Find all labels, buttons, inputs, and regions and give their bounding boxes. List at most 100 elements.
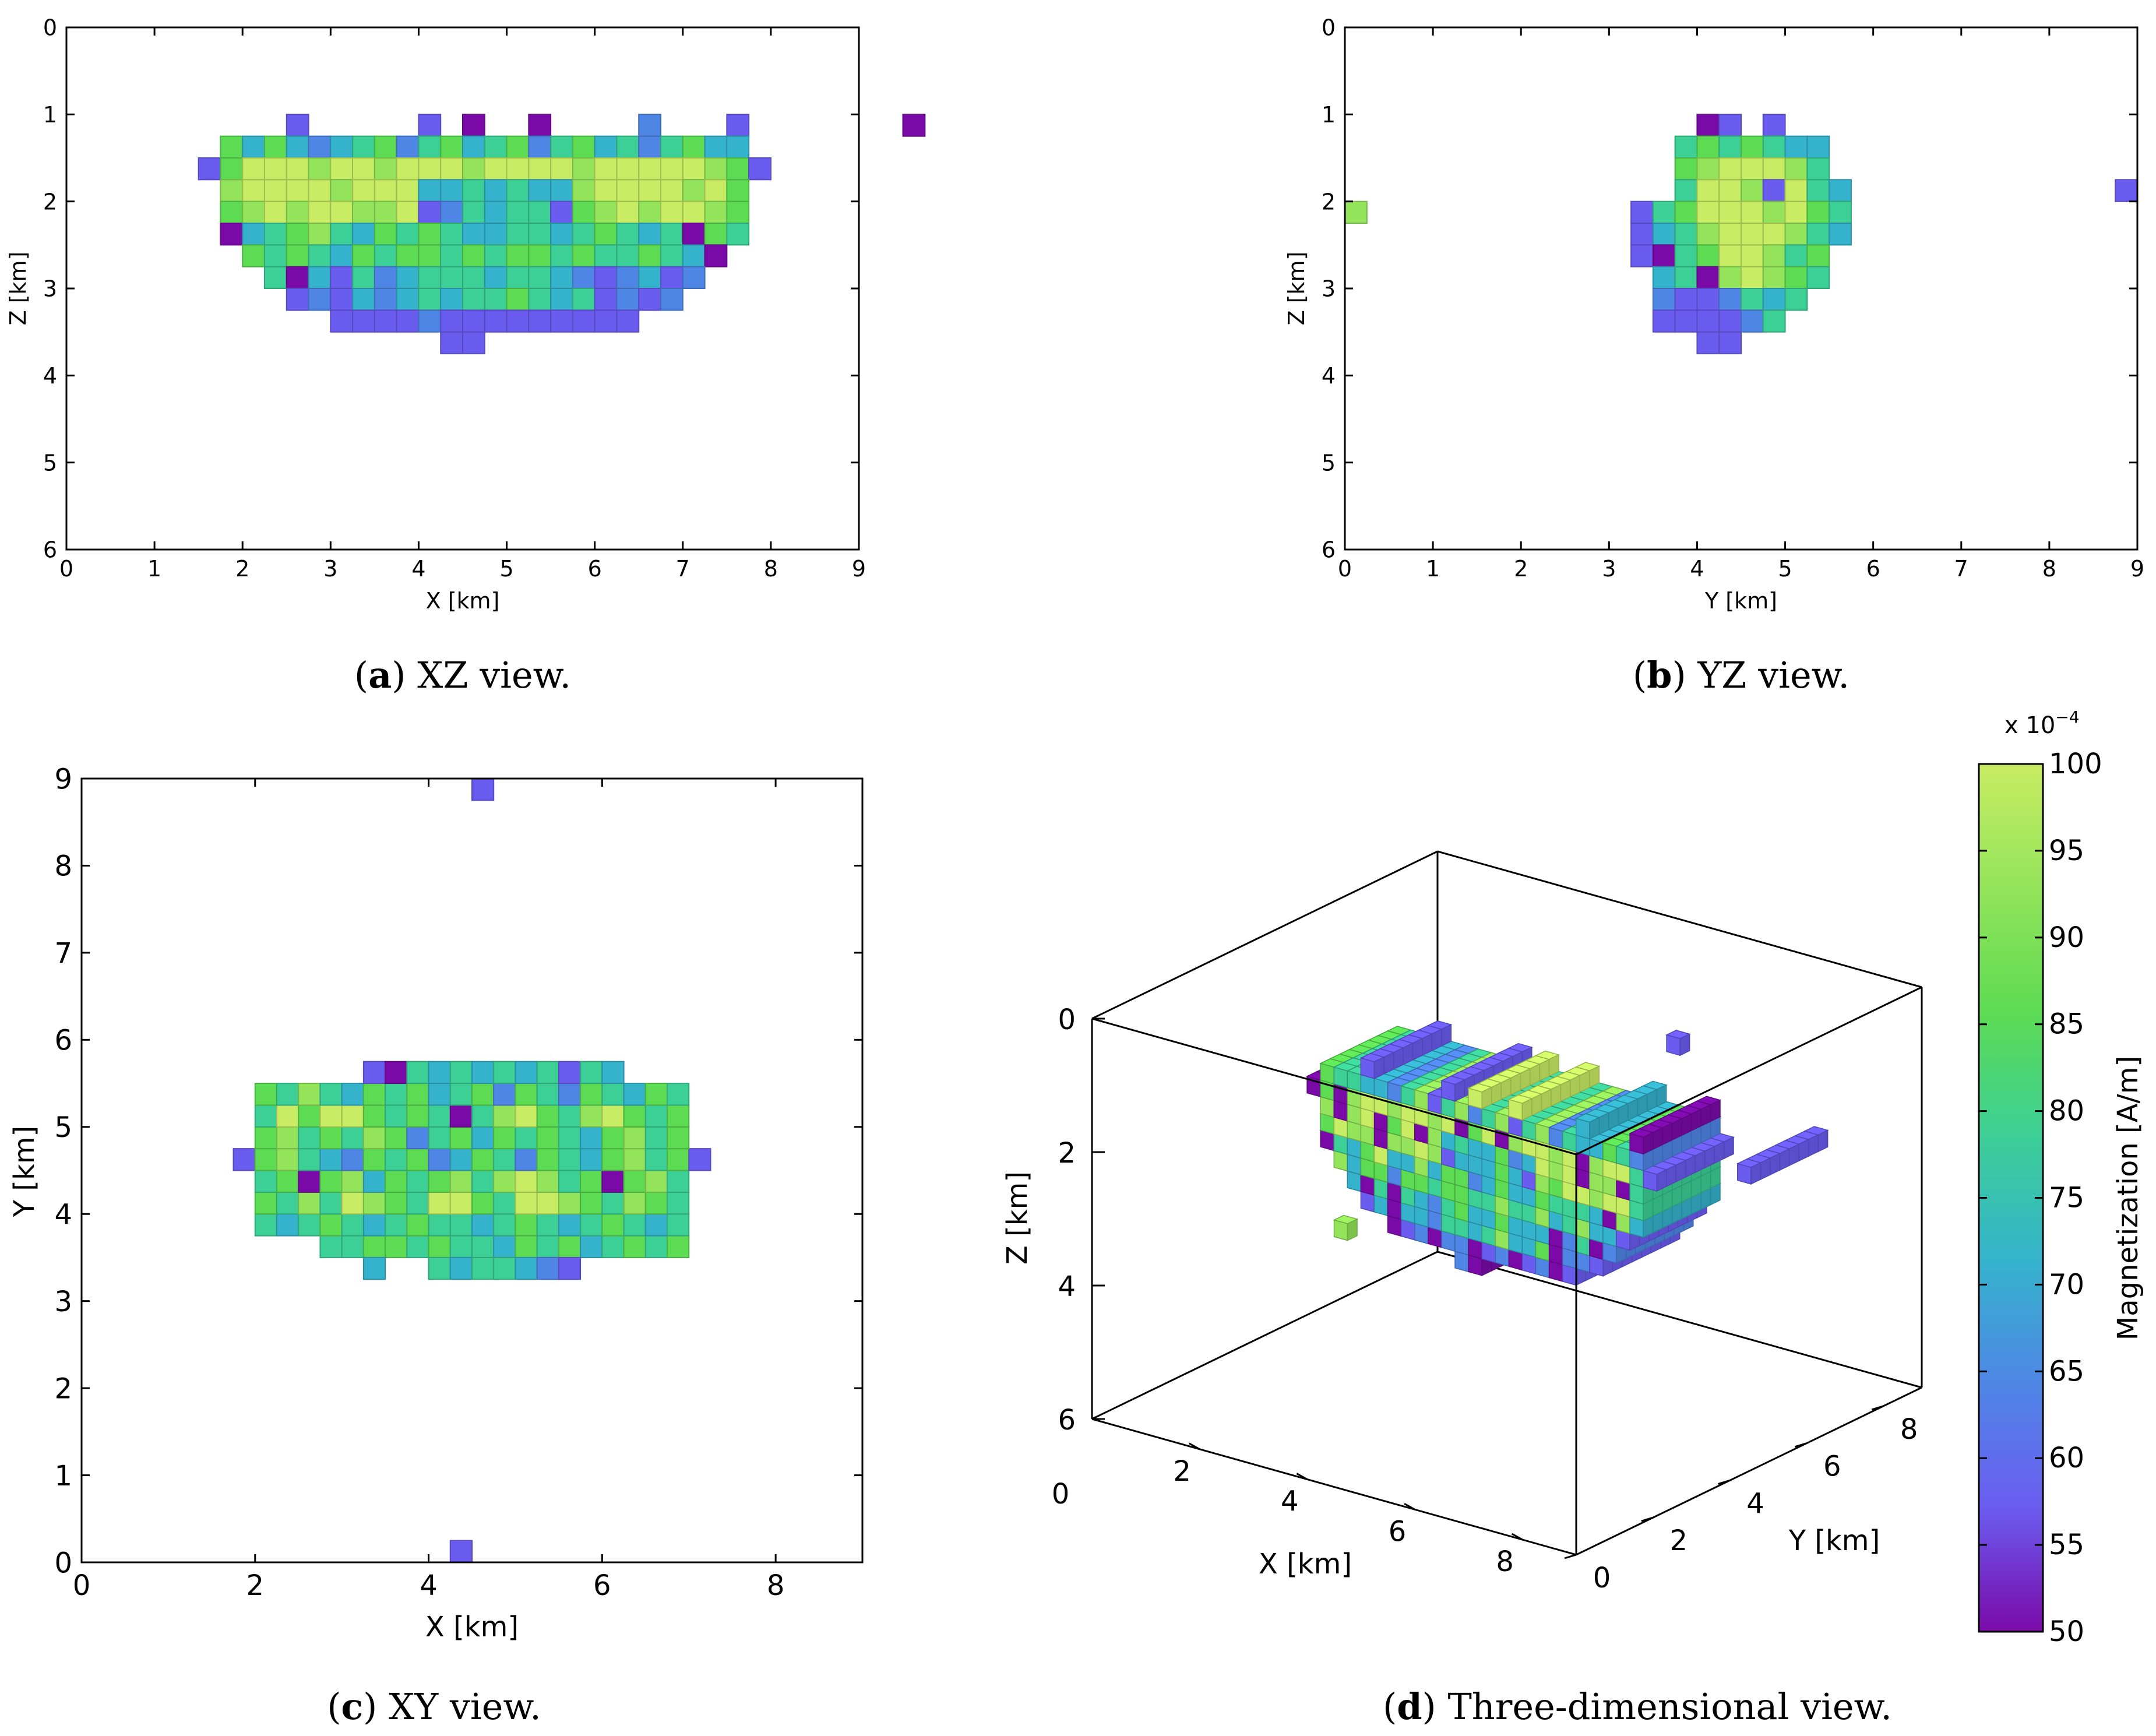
heatmap-cell	[418, 223, 442, 246]
heatmap-cell	[330, 309, 354, 333]
heatmap-cell	[528, 157, 552, 181]
heatmap-cell	[638, 288, 661, 311]
heatmap-cell	[418, 266, 442, 289]
heatmap-cell	[667, 1104, 690, 1128]
heatmap-cell	[667, 1213, 690, 1237]
heatmap-cell	[374, 288, 397, 311]
heatmap-cell	[362, 1191, 386, 1215]
xz-cells	[198, 114, 926, 355]
heatmap-cell	[484, 179, 508, 202]
heatmap-cell	[298, 1213, 321, 1237]
heatmap-cell	[616, 200, 640, 224]
heatmap-cell	[428, 1235, 451, 1258]
heatmap-cell	[352, 179, 375, 202]
heatmap-cell	[440, 135, 464, 159]
heatmap-cell	[623, 1213, 646, 1237]
heatmap-cell	[1696, 331, 1720, 355]
heatmap-cell	[471, 1256, 495, 1280]
y-tick-label: 3	[1322, 276, 1336, 302]
heatmap-cell	[1784, 288, 1808, 311]
heatmap-cell	[484, 223, 508, 246]
heatmap-cell	[1696, 309, 1720, 333]
heatmap-cell	[515, 1170, 538, 1193]
heatmap-cell	[385, 1061, 408, 1084]
heatmap-cell	[1674, 266, 1698, 289]
heatmap-cell	[660, 223, 684, 246]
heatmap-cell	[558, 1170, 582, 1193]
heatmap-cell	[1741, 157, 1764, 181]
heatmap-cell	[667, 1126, 690, 1150]
heatmap-cell	[594, 135, 618, 159]
y-tick-label: 7	[54, 937, 72, 970]
heatmap-cell	[264, 200, 287, 224]
heatmap-cell	[418, 135, 442, 159]
heatmap-cell	[536, 1235, 559, 1258]
box-edge	[1091, 1251, 1438, 1420]
heatmap-cell	[242, 179, 266, 202]
heatmap-cell	[406, 1061, 429, 1084]
heatmap-cell	[276, 1104, 300, 1128]
heatmap-cell	[385, 1191, 408, 1215]
heatmap-cell	[242, 200, 266, 224]
heatmap-cell	[1806, 135, 1830, 159]
heatmap-cell	[308, 157, 332, 181]
heatmap-cell	[471, 1170, 495, 1193]
heatmap-cell	[308, 244, 332, 267]
heatmap-cell	[1674, 309, 1698, 333]
heatmap-cell	[352, 288, 375, 311]
heatmap-cell	[1762, 266, 1786, 289]
heatmap-cell	[330, 288, 354, 311]
heatmap-cell	[362, 1061, 386, 1084]
heatmap-cell	[406, 1191, 429, 1215]
heatmap-cell	[406, 1213, 429, 1237]
heatmap-cell	[449, 1540, 473, 1564]
heatmap-cell	[428, 1213, 451, 1237]
heatmap-cell	[1784, 244, 1808, 267]
heatmap-cell	[1741, 244, 1764, 267]
heatmap-cell	[1829, 200, 1852, 224]
y-tick-label: 0	[43, 15, 57, 41]
heatmap-cell	[449, 1104, 473, 1128]
heatmap-cell	[726, 157, 750, 181]
heatmap-cell	[704, 244, 728, 267]
xz-caption-letter: a	[368, 654, 392, 696]
heatmap-cell	[515, 1104, 538, 1128]
heatmap-cell	[242, 223, 266, 246]
heatmap-cell	[536, 1191, 559, 1215]
yz-xlabel: Y [km]	[1704, 588, 1777, 614]
heatmap-cell	[515, 1148, 538, 1171]
heatmap-cell	[220, 135, 244, 159]
heatmap-cell	[385, 1104, 408, 1128]
heatmap-cell	[406, 1126, 429, 1150]
heatmap-cell	[616, 157, 640, 181]
heatmap-cell	[362, 1235, 386, 1258]
yz-caption-letter: b	[1647, 654, 1672, 696]
heatmap-cell	[352, 223, 375, 246]
heatmap-cell	[1784, 157, 1808, 181]
heatmap-cell	[352, 135, 375, 159]
heatmap-cell	[406, 1083, 429, 1106]
heatmap-cell	[704, 200, 728, 224]
heatmap-cell	[396, 135, 420, 159]
heatmap-cell	[1741, 266, 1764, 289]
heatmap-cell	[1674, 200, 1698, 224]
heatmap-cell	[550, 179, 573, 202]
heatmap-cell	[374, 244, 397, 267]
heatmap-cell	[471, 778, 495, 801]
heatmap-cell	[1741, 288, 1764, 311]
x-tick-label: 5	[499, 556, 513, 582]
heatmap-cell	[298, 1148, 321, 1171]
heatmap-cell	[471, 1213, 495, 1237]
heatmap-cell	[254, 1104, 277, 1128]
heatmap-cell	[374, 135, 397, 159]
heatmap-cell	[506, 135, 530, 159]
heatmap-cell	[558, 1191, 582, 1215]
heatmap-cell	[601, 1170, 625, 1193]
heatmap-cell	[1741, 223, 1764, 246]
heatmap-cell	[418, 200, 442, 224]
heatmap-cell	[385, 1083, 408, 1106]
